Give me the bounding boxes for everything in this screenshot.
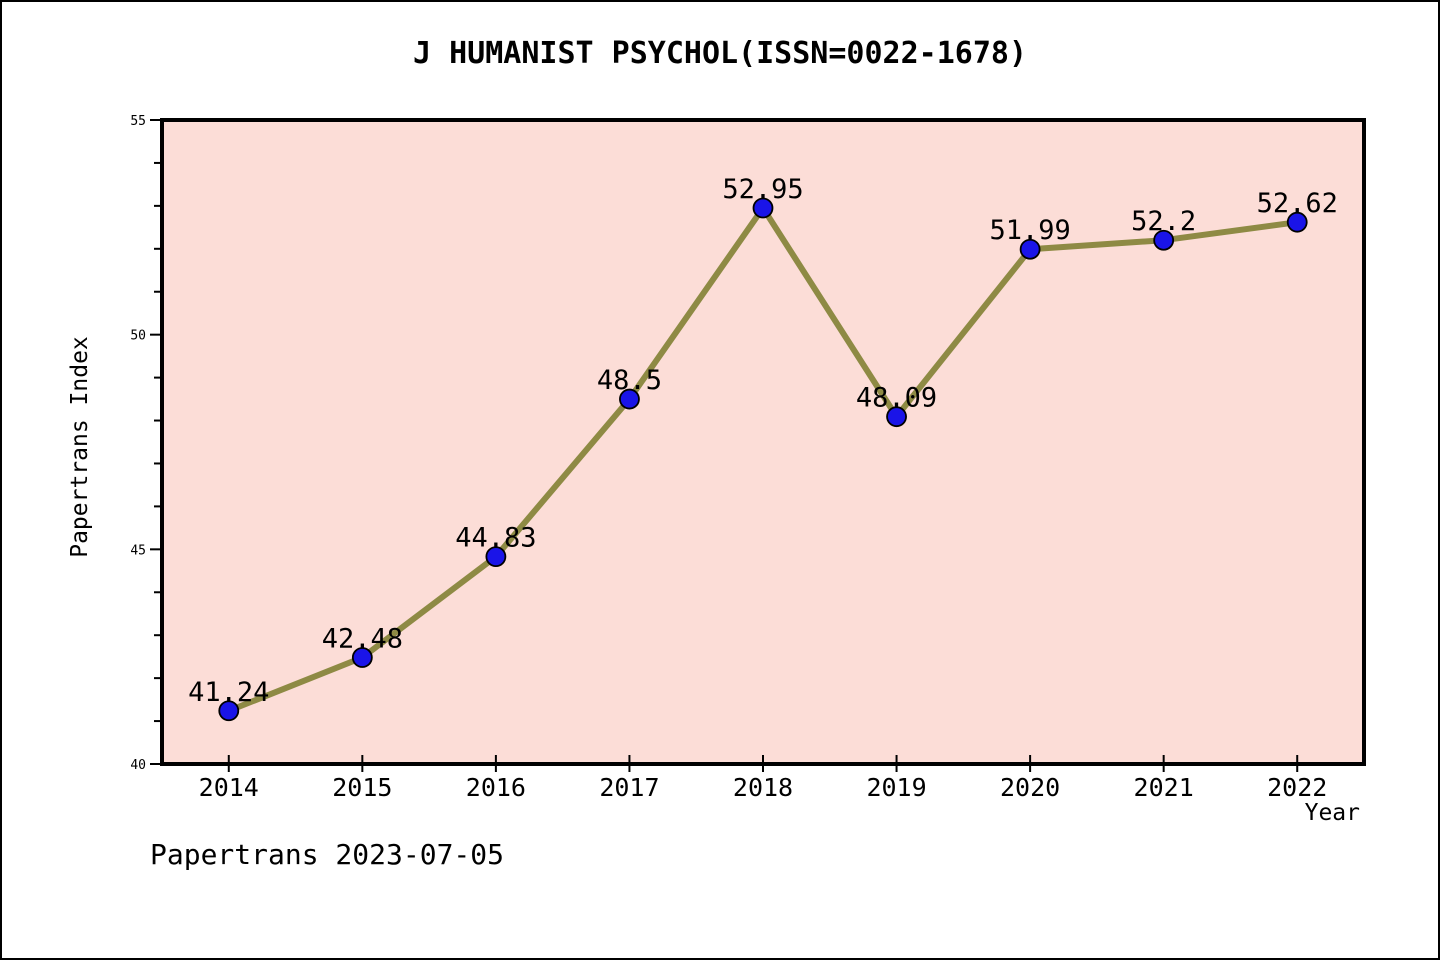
data-point-marker: [351, 647, 373, 668]
chart-title: J HUMANIST PSYCHOL(ISSN=0022-1678): [412, 36, 1028, 71]
y-tick-label: 50: [130, 329, 146, 344]
chart-footer: Papertrans 2023-07-05: [150, 838, 505, 871]
data-point-marker: [1286, 211, 1308, 233]
data-point-marker: [752, 197, 774, 219]
data-point-marker: [1019, 238, 1041, 260]
plot-spine: [160, 118, 1366, 766]
x-tick-label: 2019: [866, 773, 926, 802]
x-tick-label: 2014: [199, 773, 259, 802]
data-point-marker: [886, 406, 907, 428]
x-tick-label: 2016: [466, 773, 526, 802]
x-tick-label: 2017: [599, 773, 659, 802]
x-axis-label: Year: [1304, 800, 1360, 826]
x-tick-label: 2021: [1134, 773, 1194, 802]
y-tick-label: 40: [130, 758, 146, 773]
x-tick-label: 2020: [1000, 773, 1060, 802]
x-tick-label: 2018: [733, 773, 793, 802]
data-point-marker: [619, 388, 640, 410]
x-tick-label: 2015: [332, 773, 392, 802]
x-tick-label: 2022: [1267, 773, 1327, 802]
data-point-marker: [1153, 229, 1175, 251]
y-tick-label: 45: [130, 543, 146, 558]
y-tick-label: 55: [130, 114, 146, 129]
data-point-marker: [485, 546, 507, 568]
data-point-marker: [218, 700, 240, 722]
